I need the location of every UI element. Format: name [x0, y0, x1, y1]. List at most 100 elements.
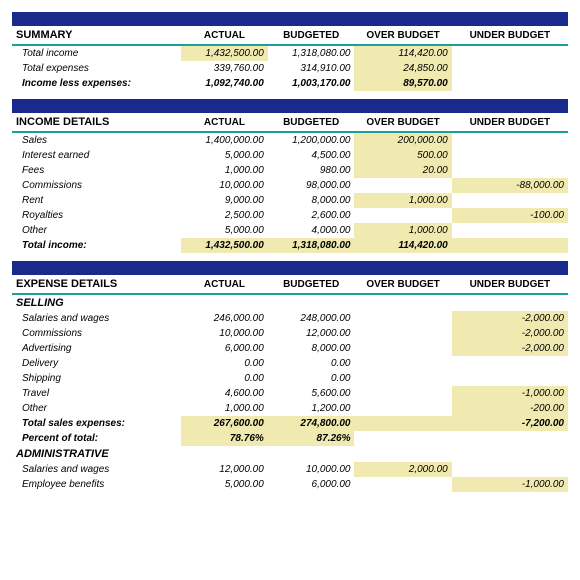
row-label: Percent of total: [12, 431, 181, 446]
cell-over: 500.00 [354, 148, 451, 163]
table-row: Travel4,600.005,600.00-1,000.00 [12, 386, 568, 401]
cell-budgeted: 1,003,170.00 [268, 76, 355, 91]
cell-under: -2,000.00 [452, 341, 568, 356]
table-row: Total expenses339,760.00314,910.0024,850… [12, 61, 568, 76]
table-row: Shipping0.000.00 [12, 371, 568, 386]
cell-over [354, 356, 451, 371]
cell-under [452, 76, 568, 91]
cell-actual: 246,000.00 [181, 311, 268, 326]
cell-under [452, 148, 568, 163]
cell-budgeted: 12,000.00 [268, 326, 355, 341]
row-label: Commissions [12, 178, 181, 193]
cell-under [452, 238, 568, 253]
cell-budgeted: 0.00 [268, 371, 355, 386]
summary-title: SUMMARY [12, 26, 181, 45]
cell-actual: 0.00 [181, 371, 268, 386]
summary-body: Total income1,432,500.001,318,080.00114,… [12, 45, 568, 91]
cell-actual: 267,600.00 [181, 416, 268, 431]
cell-over [354, 311, 451, 326]
cell-budgeted: 1,318,080.00 [268, 45, 355, 61]
row-label: Employee benefits [12, 477, 181, 492]
cell-under: -7,200.00 [452, 416, 568, 431]
income-table: INCOME DETAILS ACTUAL BUDGETED OVER BUDG… [12, 113, 568, 253]
cell-budgeted: 4,000.00 [268, 223, 355, 238]
cell-over [354, 431, 451, 446]
income-bar [12, 99, 568, 113]
cell-over: 89,570.00 [354, 76, 451, 91]
cell-under [452, 462, 568, 477]
cell-actual: 5,000.00 [181, 148, 268, 163]
cell-under [452, 132, 568, 148]
row-label: Interest earned [12, 148, 181, 163]
cell-budgeted: 8,000.00 [268, 193, 355, 208]
row-label: Delivery [12, 356, 181, 371]
cell-actual: 1,000.00 [181, 401, 268, 416]
income-body: Sales1,400,000.001,200,000.00200,000.00I… [12, 132, 568, 253]
row-label: Other [12, 401, 181, 416]
cell-over [354, 477, 451, 492]
cell-over: 20.00 [354, 163, 451, 178]
cell-budgeted: 314,910.00 [268, 61, 355, 76]
cell-under [452, 163, 568, 178]
cell-budgeted: 4,500.00 [268, 148, 355, 163]
cell-actual: 5,000.00 [181, 477, 268, 492]
col-under: UNDER BUDGET [452, 26, 568, 45]
table-row: Total income1,432,500.001,318,080.00114,… [12, 45, 568, 61]
income-title: INCOME DETAILS [12, 113, 181, 132]
row-label: Total income: [12, 238, 181, 253]
cell-under: -2,000.00 [452, 311, 568, 326]
cell-over: 200,000.00 [354, 132, 451, 148]
selling-header: SELLING [12, 294, 568, 311]
row-label: Other [12, 223, 181, 238]
cell-under [452, 193, 568, 208]
expense-table: EXPENSE DETAILS ACTUAL BUDGETED OVER BUD… [12, 275, 568, 492]
table-row: Income less expenses:1,092,740.001,003,1… [12, 76, 568, 91]
table-row: Commissions10,000.0098,000.00-88,000.00 [12, 178, 568, 193]
table-row: Delivery0.000.00 [12, 356, 568, 371]
cell-budgeted: 8,000.00 [268, 341, 355, 356]
cell-under [452, 45, 568, 61]
row-label: Total sales expenses: [12, 416, 181, 431]
cell-over [354, 208, 451, 223]
cell-actual: 78.76% [181, 431, 268, 446]
cell-budgeted: 1,200,000.00 [268, 132, 355, 148]
table-row: Total income:1,432,500.001,318,080.00114… [12, 238, 568, 253]
cell-over [354, 326, 451, 341]
cell-over [354, 401, 451, 416]
cell-over: 1,000.00 [354, 193, 451, 208]
row-label: Fees [12, 163, 181, 178]
cell-budgeted: 1,318,080.00 [268, 238, 355, 253]
row-label: Advertising [12, 341, 181, 356]
summary-table: SUMMARY ACTUAL BUDGETED OVER BUDGET UNDE… [12, 26, 568, 91]
cell-budgeted: 6,000.00 [268, 477, 355, 492]
cell-budgeted: 248,000.00 [268, 311, 355, 326]
row-label: Sales [12, 132, 181, 148]
summary-bar [12, 12, 568, 26]
cell-under: -200.00 [452, 401, 568, 416]
cell-actual: 10,000.00 [181, 178, 268, 193]
cell-over [354, 371, 451, 386]
row-label: Income less expenses: [12, 76, 181, 91]
cell-over [354, 341, 451, 356]
row-label: Commissions [12, 326, 181, 341]
admin-body: Salaries and wages12,000.0010,000.002,00… [12, 462, 568, 492]
cell-actual: 10,000.00 [181, 326, 268, 341]
table-row: Employee benefits5,000.006,000.00 -1,000.… [12, 477, 568, 492]
row-label: Salaries and wages [12, 462, 181, 477]
cell-under [452, 61, 568, 76]
cell-budgeted: 0.00 [268, 356, 355, 371]
cell-over: 114,420.00 [354, 238, 451, 253]
cell-actual: 12,000.00 [181, 462, 268, 477]
cell-actual: 1,092,740.00 [181, 76, 268, 91]
cell-under [452, 431, 568, 446]
cell-under: -1,000.00 [452, 386, 568, 401]
cell-under [452, 223, 568, 238]
cell-over: 1,000.00 [354, 223, 451, 238]
cell-budgeted: 980.00 [268, 163, 355, 178]
table-row: Sales1,400,000.001,200,000.00200,000.00 [12, 132, 568, 148]
row-label: Salaries and wages [12, 311, 181, 326]
cell-actual: 5,000.00 [181, 223, 268, 238]
cell-under: -1,000.00 [452, 477, 568, 492]
cell-budgeted: 87.26% [268, 431, 355, 446]
table-row: Interest earned5,000.004,500.00500.00 [12, 148, 568, 163]
